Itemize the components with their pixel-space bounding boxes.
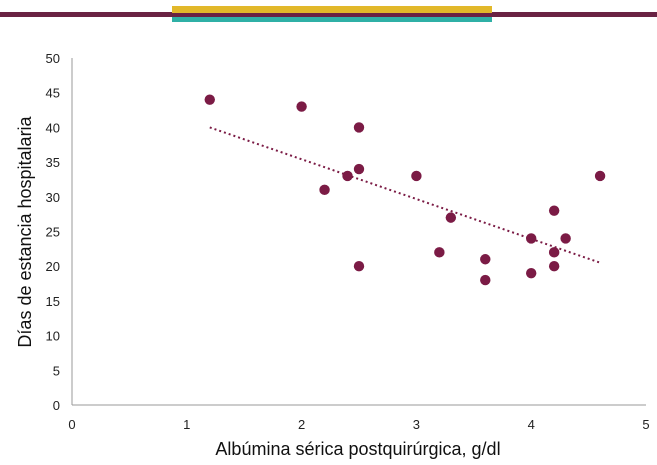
y-tick-label: 10 bbox=[46, 329, 60, 344]
data-point bbox=[342, 170, 353, 182]
y-tick-label: 45 bbox=[46, 86, 60, 101]
y-tick-label: 20 bbox=[46, 259, 60, 274]
x-tick-label: 2 bbox=[298, 417, 305, 432]
x-tick-label: 5 bbox=[642, 417, 649, 432]
data-point bbox=[353, 163, 365, 175]
x-axis-title: Albúmina sérica postquirúrgica, g/dl bbox=[215, 439, 500, 459]
y-tick-label: 5 bbox=[53, 363, 60, 378]
data-point bbox=[445, 212, 457, 223]
data-point bbox=[526, 267, 537, 279]
data-point bbox=[411, 170, 422, 182]
data-point bbox=[548, 261, 560, 272]
data-point bbox=[319, 184, 330, 196]
data-point bbox=[548, 247, 560, 258]
data-point bbox=[480, 254, 491, 265]
y-tick-label: 30 bbox=[46, 190, 60, 205]
data-point bbox=[480, 274, 491, 286]
y-tick-label: 35 bbox=[46, 155, 60, 170]
y-tick-label: 25 bbox=[46, 225, 60, 240]
data-points bbox=[204, 94, 606, 286]
data-point bbox=[296, 101, 307, 112]
data-point bbox=[548, 205, 560, 216]
y-tick-labels: 0 5 10 15 20 25 30 35 40 45 50 bbox=[46, 51, 60, 413]
header-main-line bbox=[0, 12, 657, 17]
y-tick-label: 40 bbox=[46, 120, 60, 135]
data-point bbox=[204, 94, 215, 105]
header-accent-gold bbox=[172, 6, 492, 13]
header-accent-teal bbox=[172, 17, 492, 22]
data-point bbox=[526, 233, 537, 244]
y-axis-title: Días de estancia hospitalaria bbox=[15, 115, 35, 347]
y-tick-label: 50 bbox=[46, 51, 60, 66]
x-tick-labels: 0 1 2 3 4 5 bbox=[68, 417, 649, 432]
x-tick-label: 1 bbox=[183, 417, 190, 432]
data-point bbox=[353, 122, 365, 133]
trendline-group bbox=[209, 126, 601, 264]
x-tick-label: 4 bbox=[528, 417, 535, 432]
x-tick-label: 0 bbox=[68, 417, 75, 432]
x-tick-label: 3 bbox=[413, 417, 420, 432]
data-point bbox=[594, 170, 606, 182]
data-point bbox=[560, 233, 571, 244]
y-tick-label: 0 bbox=[53, 398, 60, 413]
header-decoration-bar bbox=[0, 6, 657, 22]
data-point bbox=[434, 247, 445, 258]
data-point bbox=[353, 261, 365, 272]
axes bbox=[71, 58, 646, 406]
trendline bbox=[209, 126, 601, 264]
y-tick-label: 15 bbox=[46, 294, 60, 309]
